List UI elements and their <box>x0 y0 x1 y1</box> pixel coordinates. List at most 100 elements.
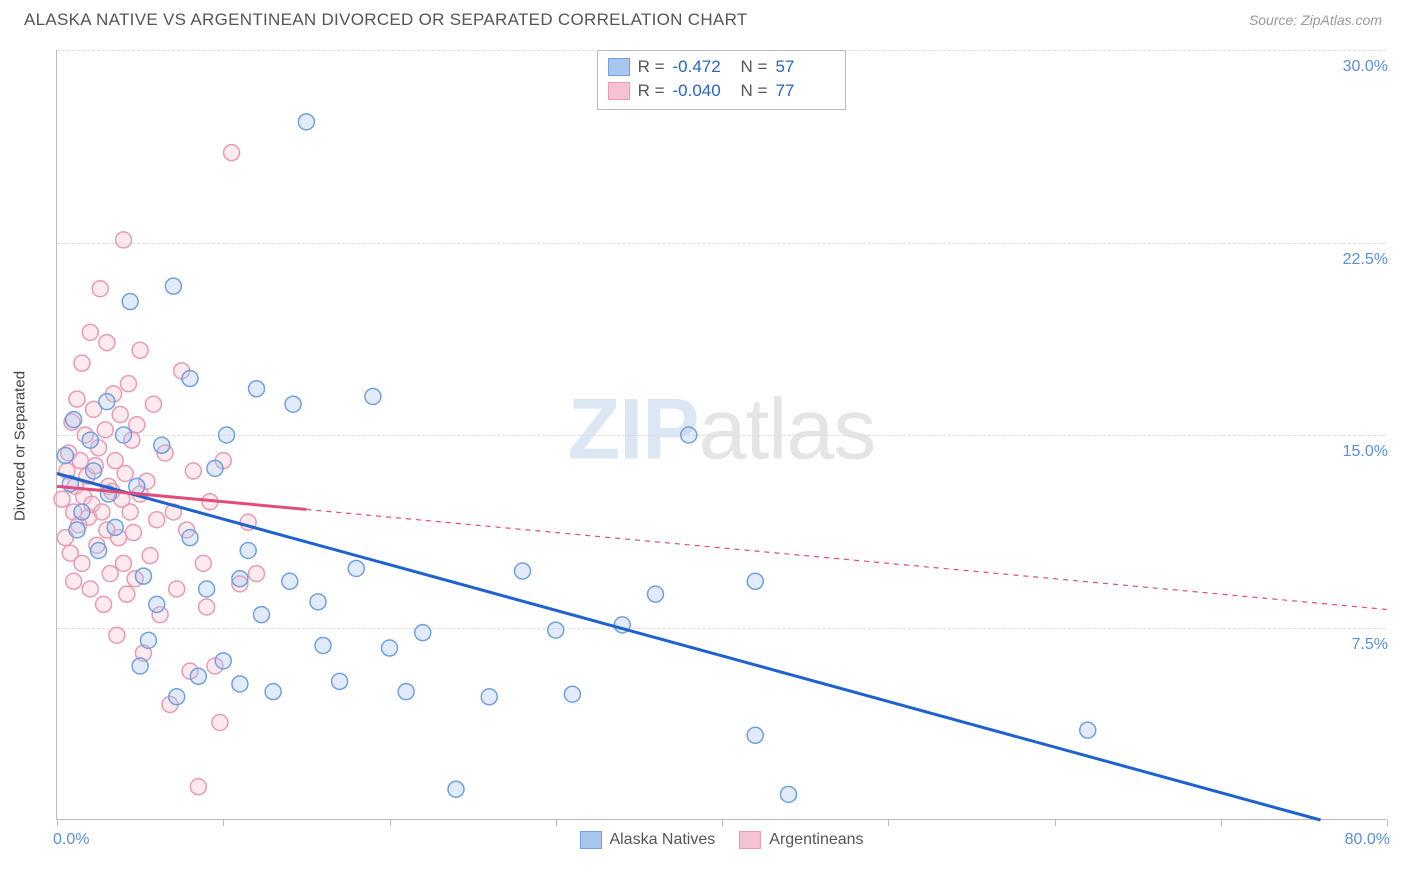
data-point <box>94 504 110 520</box>
data-point <box>481 689 497 705</box>
data-point <box>96 596 112 612</box>
data-point <box>140 632 156 648</box>
data-point <box>91 543 107 559</box>
data-point <box>120 376 136 392</box>
data-point <box>199 581 215 597</box>
x-tick <box>390 819 391 826</box>
data-point <box>132 658 148 674</box>
data-point <box>265 684 281 700</box>
series-legend: Alaska Natives Argentineans <box>579 831 863 849</box>
data-point <box>142 548 158 564</box>
data-point <box>232 676 248 692</box>
stats-row-series-0: R = -0.472 N = 57 <box>608 55 836 79</box>
data-point <box>448 781 464 797</box>
data-point <box>398 684 414 700</box>
data-point <box>564 686 580 702</box>
x-tick <box>223 819 224 826</box>
data-point <box>382 640 398 656</box>
data-point <box>332 673 348 689</box>
data-point <box>107 519 123 535</box>
data-point <box>116 555 132 571</box>
data-point <box>54 491 70 507</box>
data-point <box>97 422 113 438</box>
data-point <box>282 573 298 589</box>
legend-item-0: Alaska Natives <box>579 831 715 849</box>
data-point <box>69 522 85 538</box>
data-point <box>648 586 664 602</box>
data-point <box>69 391 85 407</box>
legend-label-1: Argentineans <box>769 831 863 849</box>
chart-plot-area: ZIPatlas 7.5%15.0%22.5%30.0% R = -0.472 … <box>56 50 1386 820</box>
x-tick <box>1387 819 1388 826</box>
stats-legend-box: R = -0.472 N = 57 R = -0.040 N = 77 <box>597 50 847 110</box>
data-point <box>92 281 108 297</box>
data-point <box>119 586 135 602</box>
data-point <box>74 555 90 571</box>
data-point <box>747 727 763 743</box>
data-point <box>66 573 82 589</box>
data-point <box>182 371 198 387</box>
data-point <box>102 566 118 582</box>
data-point <box>747 573 763 589</box>
data-point <box>212 714 228 730</box>
data-point <box>109 627 125 643</box>
data-point <box>135 568 151 584</box>
stats-row-series-1: R = -0.040 N = 77 <box>608 79 836 103</box>
data-point <box>99 394 115 410</box>
data-point <box>154 437 170 453</box>
n-value-1: 77 <box>775 79 835 103</box>
data-point <box>99 335 115 351</box>
legend-item-1: Argentineans <box>739 831 863 849</box>
data-point <box>82 581 98 597</box>
data-point <box>1080 722 1096 738</box>
data-point <box>190 779 206 795</box>
data-point <box>348 560 364 576</box>
data-point <box>169 689 185 705</box>
data-point <box>149 596 165 612</box>
x-tick <box>1221 819 1222 826</box>
data-point <box>207 460 223 476</box>
data-point <box>781 786 797 802</box>
data-point <box>185 463 201 479</box>
data-point <box>298 114 314 130</box>
x-tick <box>556 819 557 826</box>
data-point <box>681 427 697 443</box>
legend-swatch-0 <box>579 831 601 849</box>
y-axis-label: Divorced or Separated <box>12 371 29 521</box>
data-point <box>122 504 138 520</box>
data-point <box>195 555 211 571</box>
data-point <box>232 571 248 587</box>
data-point <box>149 512 165 528</box>
n-value-0: 57 <box>775 55 835 79</box>
data-point <box>82 432 98 448</box>
trend-line <box>57 474 1321 821</box>
data-point <box>315 637 331 653</box>
data-point <box>415 625 431 641</box>
data-point <box>66 412 82 428</box>
data-point <box>129 417 145 433</box>
data-point <box>199 599 215 615</box>
chart-title: ALASKA NATIVE VS ARGENTINEAN DIVORCED OR… <box>24 10 748 30</box>
x-tick <box>722 819 723 826</box>
scatter-plot-svg <box>57 50 1386 819</box>
data-point <box>219 427 235 443</box>
data-point <box>253 607 269 623</box>
data-point <box>285 396 301 412</box>
data-point <box>515 563 531 579</box>
data-point <box>165 278 181 294</box>
data-point <box>145 396 161 412</box>
legend-swatch-1 <box>739 831 761 849</box>
data-point <box>86 463 102 479</box>
data-point <box>112 406 128 422</box>
swatch-series-0 <box>608 58 630 76</box>
r-value-1: -0.040 <box>673 79 733 103</box>
data-point <box>117 466 133 482</box>
data-point <box>190 668 206 684</box>
legend-label-0: Alaska Natives <box>609 831 715 849</box>
data-point <box>548 622 564 638</box>
data-point <box>365 389 381 405</box>
data-point <box>310 594 326 610</box>
trend-line-dashed <box>306 509 1387 609</box>
data-point <box>125 525 141 541</box>
data-point <box>74 504 90 520</box>
